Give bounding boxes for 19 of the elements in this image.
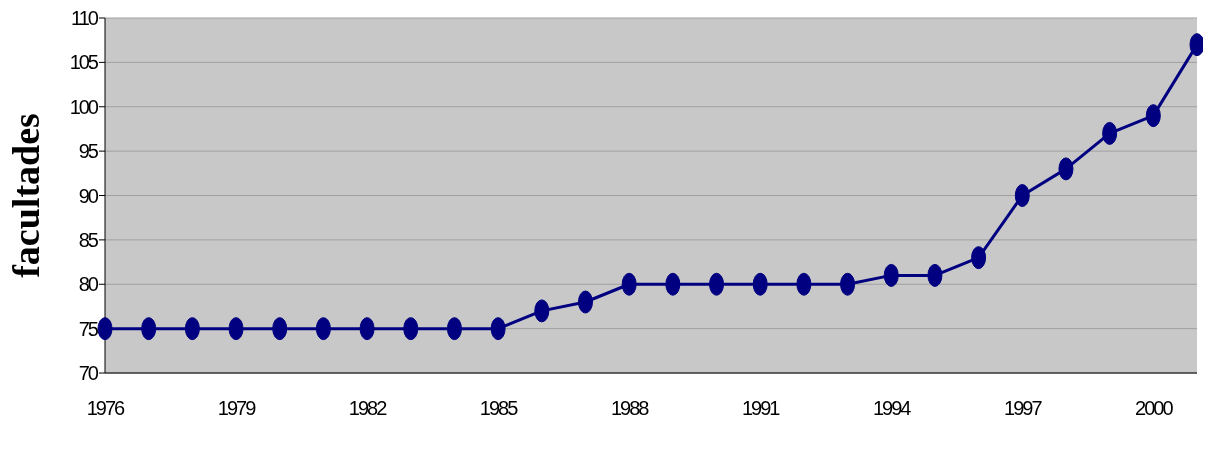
x-tick-label: 1982	[348, 397, 388, 420]
y-tick-label: 80	[78, 273, 99, 296]
y-tick-label: 95	[78, 140, 99, 163]
y-tick-label: 90	[78, 184, 99, 207]
y-tick-label: 85	[78, 228, 99, 251]
y-tick-label: 70	[78, 362, 99, 385]
x-tick-label: 1985	[479, 397, 519, 420]
x-tick-label: 1988	[610, 397, 650, 420]
x-tick-label: 1979	[217, 397, 257, 420]
x-tick-label: 1997	[1004, 397, 1043, 420]
x-tick-label: 2000	[1135, 397, 1174, 420]
y-tick-label: 100	[69, 95, 99, 118]
x-tick-label: 1991	[741, 397, 781, 420]
y-axis-title: facultades	[4, 113, 47, 278]
x-tick-label: 1994	[872, 397, 912, 420]
y-tick-label: 105	[69, 51, 99, 74]
y-tick-label: 110	[71, 7, 99, 30]
x-tick-label: 1976	[86, 397, 126, 420]
y-tick-label: 75	[78, 317, 99, 340]
